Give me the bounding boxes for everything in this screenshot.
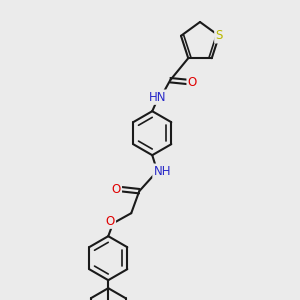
Text: S: S xyxy=(215,29,223,42)
Text: O: O xyxy=(188,76,197,89)
Text: O: O xyxy=(106,215,115,228)
Text: NH: NH xyxy=(154,165,171,178)
Text: O: O xyxy=(112,183,121,196)
Text: HN: HN xyxy=(148,91,166,104)
